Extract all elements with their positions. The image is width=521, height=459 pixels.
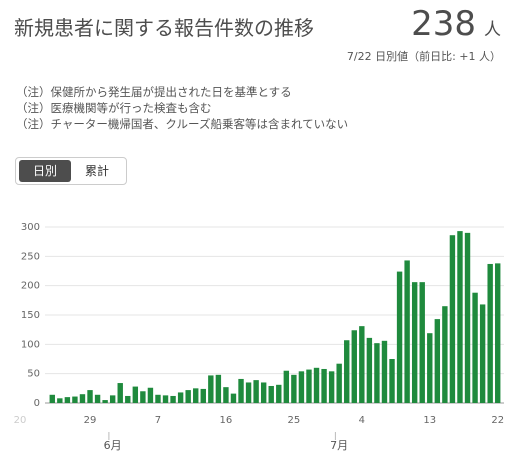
- bar: [253, 380, 259, 403]
- bar: [306, 369, 312, 403]
- total: 238 人: [411, 4, 501, 44]
- x-tick-label: 22: [491, 415, 504, 426]
- bar: [344, 340, 350, 403]
- toggle-daily[interactable]: 日別: [19, 160, 71, 182]
- bar: [49, 394, 55, 403]
- bar: [245, 382, 252, 403]
- bar: [79, 394, 86, 403]
- bar: [238, 378, 244, 403]
- bar: [427, 333, 433, 403]
- month-label: 7月: [330, 439, 348, 452]
- bar: [442, 306, 448, 403]
- x-tick-label: 16: [220, 415, 233, 426]
- bar: [276, 384, 282, 403]
- y-tick-label: 200: [21, 281, 40, 292]
- x-tick-label: 29: [84, 415, 97, 426]
- bar: [366, 337, 373, 403]
- bar: [87, 390, 93, 403]
- month-label: 6月: [104, 439, 122, 452]
- x-tick-label: 25: [288, 415, 301, 426]
- total-unit: 人: [484, 20, 501, 40]
- bar: [125, 395, 131, 403]
- note: （注）チャーター機帰国者、クルーズ船乗客等は含まれていない: [16, 117, 349, 131]
- bar: [419, 282, 425, 403]
- bar: [117, 383, 123, 403]
- bar: [479, 304, 486, 403]
- bar: [223, 387, 229, 403]
- total-value: 238: [411, 4, 476, 44]
- bar: [336, 363, 342, 403]
- bar: [464, 232, 471, 403]
- y-tick-label: 300: [21, 222, 40, 233]
- bar: [449, 235, 456, 403]
- bar: [215, 374, 222, 403]
- y-tick-label: 150: [21, 310, 40, 321]
- bar: [185, 390, 191, 403]
- bar: [268, 385, 274, 403]
- bar: [404, 260, 410, 403]
- bar: [57, 398, 63, 403]
- bar: [487, 263, 493, 403]
- note: （注）医療機関等が行った検査も含む: [16, 101, 212, 115]
- bar: [170, 395, 176, 403]
- bar: [109, 395, 116, 403]
- bar: [155, 394, 161, 403]
- bar: [147, 387, 154, 403]
- bar: [321, 368, 327, 403]
- x-tick-label: 13: [423, 415, 436, 426]
- note: （注）保健所から発生届が提出された日を基準とする: [16, 85, 292, 99]
- y-tick-label: 0: [34, 398, 40, 409]
- bar: [177, 392, 184, 403]
- title: 新規患者に関する報告件数の推移: [14, 16, 314, 40]
- bar: [411, 282, 418, 403]
- bar: [313, 367, 320, 403]
- bar: [396, 271, 403, 403]
- bar: [389, 359, 395, 403]
- bar: [381, 340, 388, 403]
- notes: （注）保健所から発生届が提出された日を基準とする （注）医療機関等が行った検査も…: [16, 84, 348, 132]
- bar: [298, 371, 305, 403]
- bar: [193, 388, 199, 403]
- x-tick-label-faded: 20: [14, 415, 27, 426]
- bar: [328, 371, 335, 403]
- bar: [291, 374, 297, 403]
- bar: [374, 343, 380, 403]
- bar: [359, 326, 365, 403]
- bar: [132, 386, 139, 403]
- bar: [64, 397, 71, 403]
- bar: [94, 394, 101, 403]
- bar: [72, 396, 78, 403]
- y-tick-label: 250: [21, 251, 40, 262]
- bar: [351, 330, 357, 403]
- bar: [260, 382, 267, 403]
- x-tick-label: 7: [155, 415, 161, 426]
- y-tick-label: 50: [27, 369, 40, 380]
- toggle-cumulative[interactable]: 累計: [84, 164, 109, 178]
- y-tick-label: 100: [21, 339, 40, 350]
- bar: [162, 395, 169, 403]
- bar: [230, 393, 237, 403]
- x-tick-label: 4: [359, 415, 365, 426]
- bar: [434, 319, 441, 403]
- subtitle: 7/22 日別値（前日比: +1 人）: [346, 50, 501, 63]
- bar: [208, 375, 214, 403]
- bar: [200, 388, 206, 403]
- bar: [457, 231, 463, 403]
- bar: [140, 391, 146, 403]
- bar: [102, 400, 108, 403]
- bar: [283, 370, 290, 403]
- bar: [472, 292, 478, 403]
- toggle: 日別 累計: [15, 157, 127, 185]
- bar: [495, 263, 501, 403]
